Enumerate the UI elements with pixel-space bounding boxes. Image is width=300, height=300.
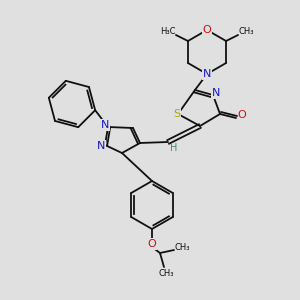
Text: N: N [203, 69, 211, 79]
Text: O: O [148, 239, 156, 249]
Text: N: N [212, 88, 220, 98]
Text: N: N [97, 141, 105, 151]
Text: CH₃: CH₃ [238, 28, 254, 37]
Text: H: H [170, 143, 178, 153]
Text: CH₃: CH₃ [158, 269, 174, 278]
Text: S: S [173, 109, 181, 119]
Text: CH₃: CH₃ [174, 244, 190, 253]
Text: N: N [101, 120, 109, 130]
Text: H₃C: H₃C [160, 28, 176, 37]
Text: O: O [238, 110, 246, 120]
Text: O: O [202, 25, 211, 35]
